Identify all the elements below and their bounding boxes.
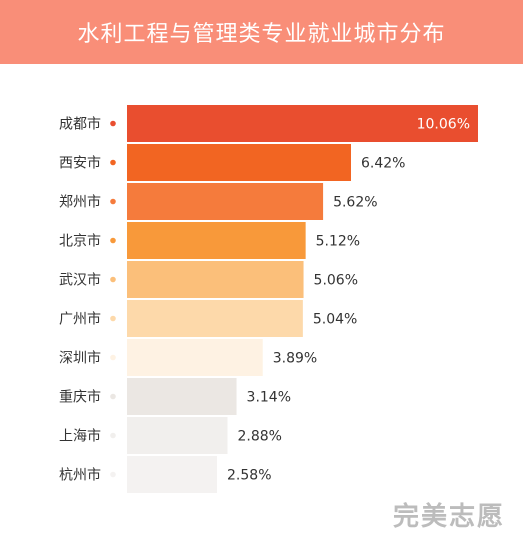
- category-label: 重庆市: [59, 389, 101, 406]
- bar: [127, 144, 351, 181]
- category-label: 杭州市: [59, 467, 101, 484]
- value-label: 5.06%: [314, 273, 358, 289]
- category-dot: [110, 276, 116, 283]
- value-label: 5.62%: [333, 195, 377, 211]
- value-label: 2.58%: [227, 468, 271, 484]
- category-label: 广州市: [59, 311, 101, 328]
- category-dot: [110, 237, 116, 244]
- bar: [127, 222, 306, 259]
- bar: [127, 378, 237, 415]
- value-label: 10.06%: [417, 117, 470, 133]
- bar: [127, 417, 228, 454]
- bar: [127, 105, 478, 142]
- value-label: 6.42%: [361, 156, 405, 172]
- category-dot: [110, 159, 116, 166]
- chart-title: 水利工程与管理类专业就业城市分布: [77, 22, 446, 47]
- bar: [127, 456, 218, 493]
- category-dot: [110, 120, 116, 127]
- category-dot: [110, 393, 116, 400]
- bar: [127, 183, 324, 220]
- category-label: 深圳市: [59, 350, 101, 367]
- value-label: 2.88%: [237, 429, 281, 445]
- chart-title-banner: 水利工程与管理类专业就业城市分布: [0, 0, 523, 64]
- watermark-logo: 完美志愿: [392, 502, 505, 532]
- category-label: 武汉市: [59, 272, 101, 289]
- category-dot: [110, 315, 116, 322]
- bar: [127, 339, 263, 376]
- value-label: 5.12%: [316, 234, 360, 250]
- category-label: 郑州市: [59, 194, 101, 211]
- category-label: 北京市: [59, 233, 101, 250]
- value-label: 3.89%: [273, 351, 317, 367]
- category-dot: [110, 198, 116, 205]
- bar: [127, 261, 304, 298]
- value-label: 5.04%: [313, 312, 357, 328]
- category-label: 上海市: [59, 428, 101, 445]
- category-label: 西安市: [59, 155, 101, 172]
- category-dot: [110, 471, 116, 478]
- category-dot: [110, 432, 116, 439]
- bar: [127, 300, 303, 337]
- category-label: 成都市: [59, 116, 101, 133]
- category-dot: [110, 354, 116, 361]
- value-label: 3.14%: [247, 390, 291, 406]
